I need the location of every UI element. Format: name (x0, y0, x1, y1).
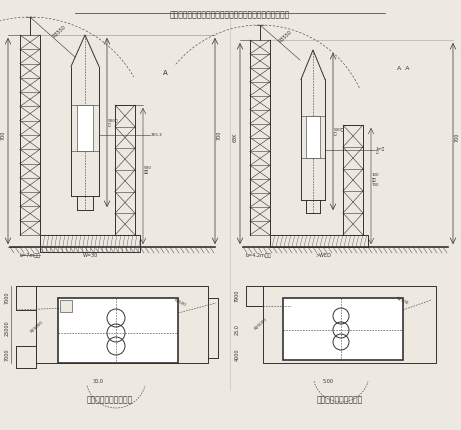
Text: 500以
上: 500以 上 (108, 118, 118, 127)
Text: 500
以上: 500 以上 (144, 166, 152, 174)
Bar (58, 298, 178, 363)
Bar (77, 105, 94, 150)
Text: R25000: R25000 (254, 317, 269, 331)
Text: A  A: A A (397, 66, 409, 71)
Text: 〈避雷針塔偏心なし〉: 〈避雷針塔偏心なし〉 (87, 395, 133, 404)
Bar (283, 298, 403, 360)
Text: 700: 700 (455, 133, 460, 142)
Text: 700: 700 (1, 130, 6, 140)
Text: 25000: 25000 (5, 320, 10, 336)
Text: 355.3: 355.3 (151, 133, 163, 137)
Text: 付図－５　偏心構造の塔と対象構造の塔の必要高さの比較: 付図－５ 偏心構造の塔と対象構造の塔の必要高さの比較 (170, 10, 290, 19)
Text: R3550: R3550 (278, 30, 293, 44)
Text: b=4.2m以上: b=4.2m以上 (245, 253, 271, 258)
Text: A: A (163, 70, 167, 76)
Text: 1m以
上: 1m以 上 (376, 146, 385, 154)
Text: 700: 700 (217, 130, 222, 140)
Text: 63K: 63K (233, 133, 238, 142)
Text: F2500: F2500 (173, 298, 186, 307)
Text: R3550: R3550 (52, 25, 67, 39)
Text: W=30: W=30 (83, 253, 98, 258)
Bar (306, 116, 320, 158)
Text: 25.0: 25.0 (235, 324, 240, 335)
Text: 100
以上
700: 100 以上 700 (372, 173, 379, 187)
Text: R25000: R25000 (30, 320, 45, 334)
Text: 〈避雷針塔偏心あり〉: 〈避雷針塔偏心あり〉 (317, 395, 363, 404)
Text: 4000: 4000 (235, 349, 240, 361)
Text: R2500: R2500 (395, 297, 409, 306)
Text: 30.0: 30.0 (93, 379, 103, 384)
Text: 7000: 7000 (5, 348, 10, 361)
Text: 530以
上: 530以 上 (334, 127, 344, 136)
Text: >WED: >WED (315, 253, 331, 258)
Text: 7000: 7000 (5, 292, 10, 304)
Text: 5:00: 5:00 (323, 379, 333, 384)
Text: b=7m以上: b=7m以上 (19, 253, 41, 258)
Bar (60, 300, 72, 312)
Text: 7900: 7900 (235, 290, 240, 302)
